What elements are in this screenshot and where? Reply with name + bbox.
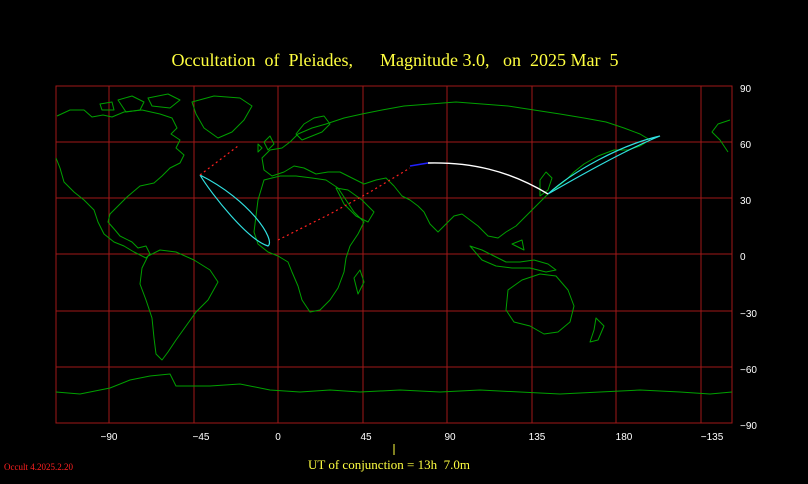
coast-arabia: [335, 187, 375, 223]
path-below-horizon-west: [199, 145, 239, 176]
lat-label: −30: [740, 309, 757, 320]
lat-label: −90: [740, 421, 757, 432]
coast-australia: [505, 273, 575, 335]
software-version: Occult 4.2025.2.20: [4, 462, 73, 472]
lon-label: −135: [701, 432, 724, 443]
lat-label: 30: [740, 196, 752, 207]
lon-label: −90: [101, 432, 118, 443]
coast-africa: [253, 175, 365, 313]
coast-japan: [539, 171, 553, 197]
path-night: [409, 162, 429, 167]
graticule: [56, 86, 732, 423]
lon-label: 0: [275, 432, 281, 443]
limit-line-east: [547, 135, 661, 195]
coast-antarctica: [55, 373, 733, 395]
lat-label: 60: [740, 140, 752, 151]
latitude-labels: 90 60 30 0 −30 −60 −90: [740, 84, 757, 432]
lon-label: 135: [529, 432, 546, 443]
limit-line-west: [199, 174, 270, 247]
lat-label: 90: [740, 84, 752, 95]
lon-label: 180: [616, 432, 633, 443]
coast-scandinavia: [295, 115, 331, 141]
coast-alaska: [711, 119, 731, 153]
coast-greenland: [191, 95, 253, 139]
lon-label: 90: [444, 432, 456, 443]
lat-label: −60: [740, 365, 757, 376]
path-daylight: [427, 162, 549, 195]
longitude-labels: −90 −45 0 45 90 135 180 −135: [101, 432, 724, 443]
coast-north-america: [55, 109, 185, 259]
coast-british-isles: [257, 135, 275, 153]
lat-label: 0: [740, 252, 746, 263]
path-below-horizon-africa: [277, 167, 411, 241]
lon-label: 45: [360, 432, 372, 443]
conjunction-time: UT of conjunction = 13h 7.0m: [308, 457, 470, 472]
lon-label: −45: [193, 432, 210, 443]
map-title: Occultation of Pleiades, Magnitude 3.0, …: [171, 50, 619, 70]
coast-new-zealand: [589, 317, 605, 343]
coastlines: [55, 93, 733, 395]
coast-eurasia: [261, 101, 651, 239]
coast-south-america: [139, 249, 219, 361]
coast-indonesia: [469, 239, 557, 273]
coast-arctic-islands: [99, 93, 181, 113]
coast-madagascar: [353, 269, 365, 295]
